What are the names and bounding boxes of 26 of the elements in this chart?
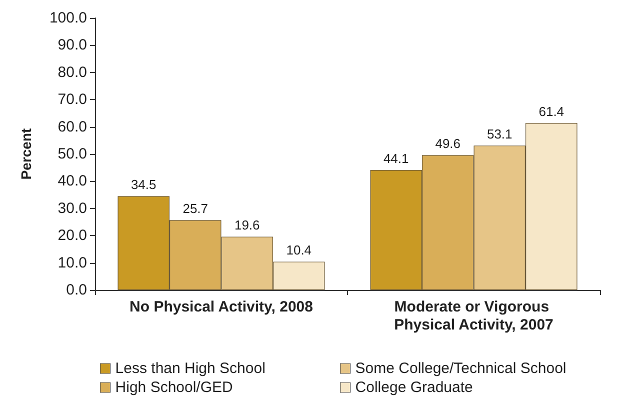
y-tick-label: 50.0 — [58, 146, 87, 162]
legend-label: High School/GED — [115, 379, 234, 396]
data-label: 10.4 — [286, 242, 312, 258]
data-label: 25.7 — [182, 201, 208, 216]
data-label: 44.1 — [383, 151, 409, 166]
x-tick-label: No Physical Activity, 2008 — [130, 298, 313, 316]
y-axis-title: Percent — [18, 128, 34, 180]
y-tick-label: 70.0 — [58, 91, 87, 108]
data-label: 61.4 — [538, 104, 564, 119]
data-label: 19.6 — [234, 218, 260, 233]
y-tick-label: 30.0 — [58, 200, 87, 217]
y-tick-label: 100.0 — [49, 10, 87, 26]
y-tick-label: 0.0 — [66, 282, 87, 298]
legend-label: College Graduate — [355, 379, 473, 396]
y-tick-label: 10.0 — [58, 254, 87, 272]
data-label: 53.1 — [486, 126, 512, 142]
y-tick-label: 60.0 — [58, 118, 87, 136]
data-label: 49.6 — [435, 136, 461, 152]
legend-label: Some College/Technical School — [355, 360, 566, 377]
y-tick-label: 20.0 — [58, 227, 87, 244]
y-tick-label: 40.0 — [58, 172, 87, 190]
data-label: 34.5 — [130, 177, 156, 192]
legend-label: Less than High School — [115, 360, 266, 377]
y-tick-label: 90.0 — [58, 36, 87, 54]
y-tick-label: 80.0 — [58, 64, 87, 81]
x-tick-label: Moderate or Vigorous Physical Activity, 2007 — [394, 298, 554, 334]
